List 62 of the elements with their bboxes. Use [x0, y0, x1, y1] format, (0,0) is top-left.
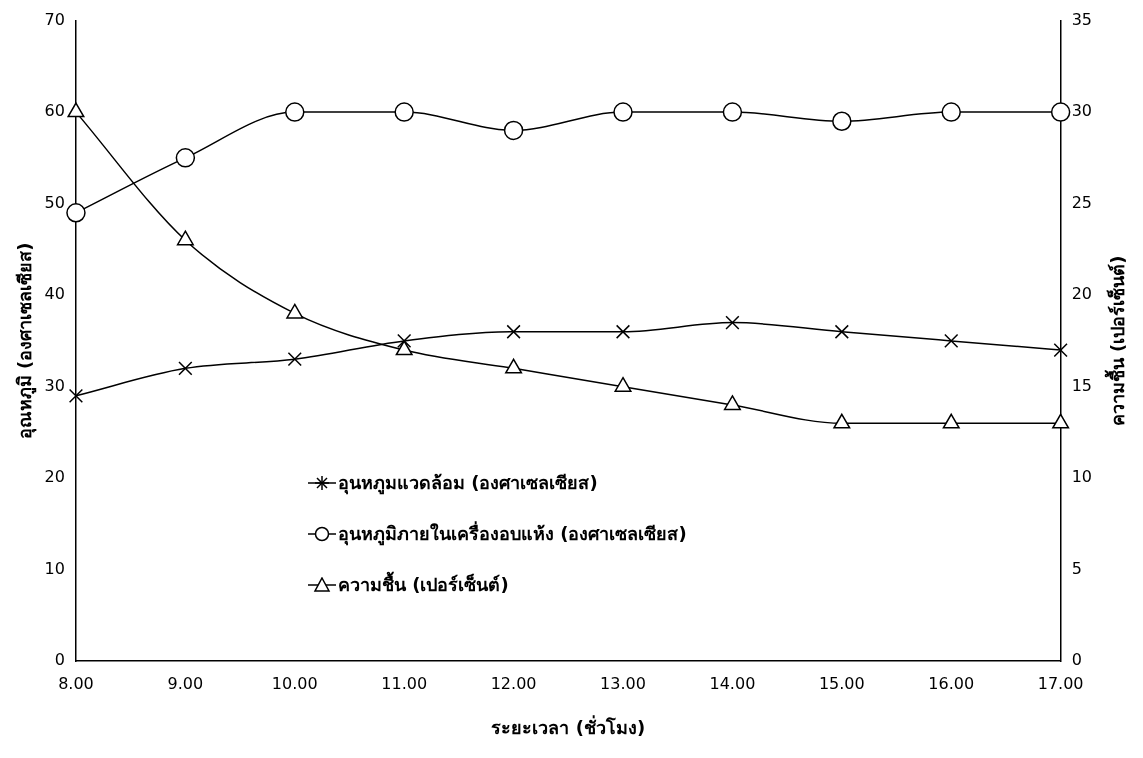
point [505, 358, 523, 374]
x-tick-label: 10.00 [271, 673, 318, 693]
x-tick-label: 14.00 [709, 673, 756, 693]
legend-label: ความชื้น (เปอร์เซ็นต์) [338, 570, 509, 597]
point [722, 102, 743, 122]
point [942, 413, 960, 429]
x-tick-label: 13.00 [600, 673, 646, 693]
x-tick-label: 12.00 [490, 673, 537, 693]
point [397, 333, 412, 349]
x-tick-label: 9.00 [167, 673, 204, 693]
x-tick-label: 17.00 [1037, 673, 1084, 693]
y2-tick-label: 0 [1071, 650, 1082, 670]
point [68, 388, 84, 403]
x-tick-label: 16.00 [928, 673, 975, 693]
point [1053, 342, 1068, 358]
y-tick-label: 0 [54, 650, 65, 670]
point [66, 203, 86, 223]
y2-tick-label: 5 [1071, 558, 1082, 578]
point [67, 102, 85, 118]
point [394, 102, 414, 122]
y-tick-label: 30 [44, 375, 65, 395]
point [613, 102, 633, 122]
x-tick-label: 11.00 [381, 673, 428, 693]
point [503, 120, 524, 141]
y2-tick-label: 10 [1071, 467, 1092, 487]
point [395, 340, 413, 356]
point [725, 315, 740, 330]
point [614, 376, 632, 392]
point [723, 395, 741, 411]
point [176, 230, 194, 246]
legend-label: อุนหภูมิภายในเครื่องอบแห้ง (องศาเซลเซียส) [338, 520, 687, 548]
x-axis-title: ระยะเวลา (ชั่วโมง) [491, 714, 646, 738]
y2-tick-label: 35 [1071, 9, 1092, 29]
y2-tick-label: 15 [1071, 375, 1092, 395]
y-tick-label: 50 [44, 192, 65, 212]
y2-axis-title: ความชื้น (เปอร์เซ็นต์) [1103, 255, 1128, 427]
y2-tick-label: 20 [1071, 284, 1092, 304]
y-tick-label: 70 [44, 9, 65, 29]
x-tick-label: 15.00 [818, 673, 865, 693]
y-tick-label: 20 [44, 467, 65, 487]
point [287, 352, 302, 367]
point [834, 324, 849, 339]
point [944, 333, 959, 349]
y2-tick-label: 25 [1071, 192, 1092, 212]
point [941, 102, 961, 122]
point [285, 102, 305, 122]
y-tick-label: 60 [44, 101, 65, 121]
point [286, 303, 304, 319]
point [178, 361, 193, 376]
y-axis-title: อุณหภูมิ (องศาเซลเซียส) [14, 242, 38, 440]
point [615, 324, 631, 339]
y2-tick-label: 30 [1071, 101, 1092, 121]
legend-label: อุนหภูมแวดล้อม (องศาเซลเซียส) [338, 471, 598, 497]
point [506, 324, 521, 339]
y-tick-label: 10 [44, 558, 65, 578]
point [175, 148, 196, 168]
point [832, 111, 852, 132]
x-tick-label: 8.00 [58, 673, 94, 693]
point [1052, 413, 1070, 429]
y-tick-label: 40 [44, 284, 65, 304]
point [833, 413, 851, 429]
point [1050, 102, 1071, 122]
